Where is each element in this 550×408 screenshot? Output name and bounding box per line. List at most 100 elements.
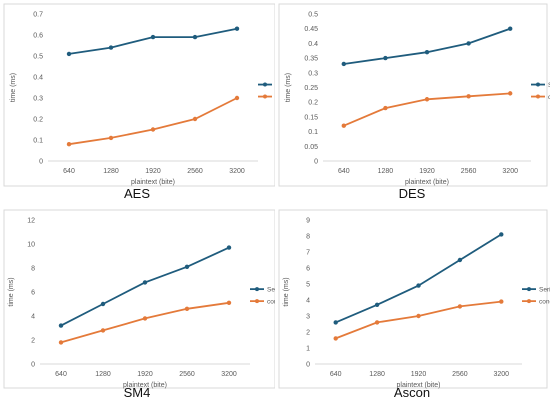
x-axis-title: plaintext (bite) <box>123 382 167 389</box>
x-tick-label: 3200 <box>229 168 245 175</box>
y-tick-label: 4 <box>306 298 310 305</box>
legend-label: concurrent <box>548 94 550 101</box>
data-point-serial <box>66 51 72 57</box>
y-tick-label: 0.2 <box>308 100 318 107</box>
series-line-serial <box>343 27 511 65</box>
y-tick-label: 9 <box>306 218 310 225</box>
data-point-concurrent <box>341 123 346 128</box>
x-tick-label: 640 <box>338 168 350 175</box>
data-point-concurrent <box>100 328 106 333</box>
y-tick-label: 0.3 <box>308 70 318 77</box>
y-tick-label: 0.15 <box>304 114 318 121</box>
data-point-concurrent <box>333 336 338 341</box>
y-tick-label: 0.4 <box>33 75 43 82</box>
data-point-concurrent <box>58 340 64 345</box>
legend-marker <box>536 94 540 99</box>
chart-panel-aes: 0 0.1 0.2 0.3 0.4 0.5 0.6 0.7 640 1280 1920 2560 320… <box>0 0 275 204</box>
y-tick-label: 0.1 <box>308 129 318 136</box>
chart-title: SM4 <box>124 385 151 400</box>
data-point-serial <box>416 283 421 288</box>
y-tick-label: 0 <box>306 362 310 369</box>
y-axis-title: time (ms) <box>283 277 290 306</box>
data-point-serial <box>234 26 240 31</box>
x-axis-title: plaintext (bite) <box>131 179 175 186</box>
data-point-concurrent <box>424 97 430 102</box>
legend-marker <box>536 82 540 87</box>
data-point-concurrent <box>66 142 72 147</box>
y-tick-label: 0.05 <box>304 144 318 151</box>
y-tick-label: 8 <box>31 266 35 273</box>
data-point-serial <box>150 34 156 40</box>
x-tick-label: 1280 <box>369 371 385 378</box>
data-point-serial <box>333 320 338 325</box>
y-tick-label: 0.25 <box>304 85 318 92</box>
legend-marker <box>263 94 267 99</box>
x-tick-label: 640 <box>330 371 342 378</box>
x-tick-label: 2560 <box>187 168 203 175</box>
x-tick-label: 640 <box>55 371 67 378</box>
x-axis-title: plaintext (bite) <box>405 179 449 186</box>
legend-marker <box>527 287 531 292</box>
data-point-concurrent <box>192 116 198 122</box>
y-tick-label: 8 <box>306 234 310 241</box>
legend-label: Serial <box>539 286 550 293</box>
data-point-serial <box>100 301 106 307</box>
legend-label: Serial <box>548 82 550 89</box>
legend-marker <box>263 82 267 87</box>
y-tick-label: 2 <box>306 330 310 337</box>
data-point-serial <box>457 257 463 263</box>
x-tick-label: 3200 <box>221 371 237 378</box>
data-point-serial <box>424 50 430 55</box>
chart-title: AES <box>124 186 150 201</box>
x-tick-label: 1920 <box>411 371 427 378</box>
data-point-serial <box>58 323 64 328</box>
data-point-serial <box>383 55 388 61</box>
series-line-serial <box>60 246 230 327</box>
data-point-concurrent <box>184 306 190 311</box>
chart-title: Ascon <box>394 385 430 400</box>
y-tick-label: 0 <box>39 159 43 166</box>
x-tick-label: 1280 <box>103 168 119 175</box>
y-tick-label: 5 <box>306 282 310 289</box>
x-tick-label: 2560 <box>461 168 477 175</box>
x-tick-label: 640 <box>63 168 75 175</box>
chart-panel-des: 0 0.05 0.1 0.15 0.2 0.25 0.3 0.35 0.4 0.45 0.5 640 1… <box>275 0 550 204</box>
y-tick-label: 4 <box>31 314 35 321</box>
series-line-concurrent <box>335 300 502 340</box>
x-axis-title: plaintext (bite) <box>397 382 441 389</box>
x-tick-label: 1280 <box>378 168 394 175</box>
y-tick-label: 0.35 <box>304 56 318 63</box>
y-tick-label: 2 <box>31 338 35 345</box>
data-point-concurrent <box>108 135 114 141</box>
x-tick-label: 1280 <box>95 371 111 378</box>
y-tick-label: 3 <box>306 314 310 321</box>
y-tick-label: 1 <box>306 346 310 353</box>
data-point-serial <box>226 245 232 250</box>
chart-svg: 0 0.05 0.1 0.15 0.2 0.25 0.3 0.35 0.4 0.45 0.5 640 1… <box>278 3 550 201</box>
data-point-serial <box>192 34 198 40</box>
x-tick-label: 3200 <box>502 168 518 175</box>
data-point-concurrent <box>457 304 463 309</box>
chart-svg: 0 0.1 0.2 0.3 0.4 0.5 0.6 0.7 640 1280 1920 2560 320… <box>3 3 275 201</box>
x-tick-label: 2560 <box>179 371 195 378</box>
x-tick-label: 2560 <box>452 371 468 378</box>
data-point-serial <box>341 61 346 67</box>
y-tick-label: 0.7 <box>33 12 43 19</box>
y-axis-title: time (ms) <box>8 277 15 306</box>
data-point-serial <box>184 264 190 269</box>
data-point-concurrent <box>234 95 240 101</box>
y-tick-label: 0.1 <box>33 138 43 145</box>
data-point-concurrent <box>383 105 388 111</box>
data-point-concurrent <box>508 91 513 96</box>
y-tick-label: 10 <box>27 242 35 249</box>
y-tick-label: 0 <box>31 362 35 369</box>
data-point-serial <box>142 280 148 285</box>
chart-frame <box>278 3 548 187</box>
x-tick-label: 1920 <box>137 371 153 378</box>
x-tick-label: 1920 <box>145 168 161 175</box>
data-point-serial <box>508 26 513 31</box>
data-point-concurrent <box>374 320 380 325</box>
y-tick-label: 0.4 <box>308 41 318 48</box>
series-line-serial <box>68 27 238 55</box>
y-tick-label: 6 <box>31 290 35 297</box>
